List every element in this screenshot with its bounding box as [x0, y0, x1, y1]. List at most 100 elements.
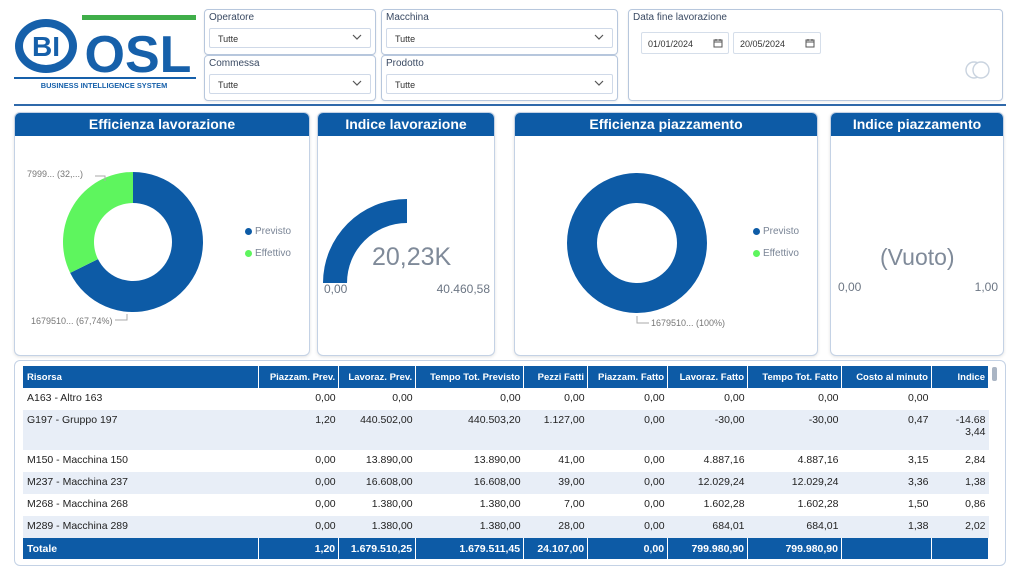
table-cell: 2,84 — [965, 454, 986, 466]
table-total-row: Totale 1,20 1.679.510,25 1.679.511,45 24.107… — [23, 538, 990, 559]
leader-line — [95, 175, 106, 181]
chevron-down-icon — [594, 34, 604, 40]
donut-slice-effettivo[interactable] — [63, 172, 133, 273]
table-cell: 13.890,00 — [365, 454, 413, 466]
start-date-value: 01/01/2024 — [648, 39, 694, 49]
data-label-previsto: 1679510... (67,74%) — [31, 316, 113, 326]
filter-data-fine-lavorazione: Data fine lavorazione 01/01/2024 20/05/2… — [628, 9, 1003, 101]
legend-label: Effettivo — [763, 248, 799, 259]
table-cell: A163 - Altro 163 — [27, 392, 103, 404]
table-cell: 0,47 — [841, 410, 932, 450]
table-cell: 1.602,28 — [797, 498, 839, 510]
legend-item-effettivo[interactable]: Effettivo — [245, 248, 291, 259]
donut-slice-previsto[interactable] — [567, 173, 707, 313]
table-cell: -30,00 — [747, 410, 842, 450]
table-cell: 0,00 — [644, 392, 665, 404]
end-date-value: 20/05/2024 — [740, 39, 786, 49]
table-cell: 39,00 — [523, 472, 588, 494]
column-header[interactable]: Tempo Tot. Previsto — [415, 366, 525, 388]
scrollbar[interactable] — [992, 367, 997, 381]
table-cell: 1.602,28 — [703, 498, 745, 510]
legend-dot — [245, 250, 252, 257]
column-header[interactable]: Risorsa — [23, 366, 260, 388]
end-date-input[interactable]: 20/05/2024 — [733, 32, 821, 54]
legend-item-previsto[interactable]: Previsto — [753, 226, 799, 237]
indice-lavorazione-gauge — [323, 199, 407, 283]
column-header[interactable]: Tempo Tot. Fatto — [747, 366, 842, 388]
risorse-table-panel: Risorsa Piazzam. Prev. Lavoraz. Prev. Tempo… — [14, 360, 1006, 566]
table-cell: 1,38 — [931, 472, 989, 494]
table-cell: 0,00 — [587, 516, 668, 538]
table-cell: 41,00 — [558, 454, 585, 466]
card-efficienza-lavorazione: Efficienza lavorazione 7999... (32,...) … — [14, 112, 310, 356]
start-date-input[interactable]: 01/01/2024 — [641, 32, 729, 54]
table-cell: 16.608,00 — [338, 472, 416, 494]
total-cell: 1.679.511,45 — [415, 538, 525, 559]
column-header[interactable]: Piazzam. Fatto — [587, 366, 669, 388]
gauge-min: 0,00 — [838, 280, 862, 294]
prodotto-dropdown[interactable]: Tutte — [386, 74, 613, 94]
table-cell: 440.503,20 — [415, 410, 524, 450]
table-cell: M289 - Macchina 289 — [23, 516, 259, 538]
filter-prodotto-label: Prodotto — [386, 58, 424, 69]
donut-slice-previsto[interactable] — [70, 172, 203, 312]
column-header[interactable]: Indice — [931, 366, 990, 388]
column-header[interactable]: Lavoraz. Prev. — [338, 366, 417, 388]
gauge-value: (Vuoto) — [880, 244, 955, 270]
table-row[interactable]: M289 - Macchina 289 0,00 1.380,00 1.380,00 2… — [23, 516, 989, 538]
table-cell: 0,00 — [564, 392, 585, 404]
leader-line — [115, 314, 128, 321]
table-row[interactable]: M150 - Macchina 150 0,00 13.890,00 13.890,0… — [23, 450, 989, 472]
gauge-min: 0,00 — [324, 282, 348, 296]
table-cell: 13.890,00 — [473, 454, 521, 466]
legend-item-effettivo[interactable]: Effettivo — [753, 248, 799, 259]
filter-data-label: Data fine lavorazione — [633, 12, 727, 23]
table-cell: 0,00 — [392, 392, 413, 404]
table-cell: 1,50 — [908, 498, 929, 510]
macchina-dropdown[interactable]: Tutte — [386, 28, 613, 48]
legend-dot — [753, 250, 760, 257]
table-cell: 3,15 — [908, 454, 929, 466]
total-cell — [931, 538, 990, 559]
table-row[interactable]: M237 - Macchina 237 0,00 16.608,00 16.608,0… — [23, 472, 989, 494]
logo-bi-text: BI — [32, 31, 60, 62]
risorse-table: Risorsa Piazzam. Prev. Lavoraz. Prev. Tempo… — [23, 366, 990, 559]
table-cell: M268 - Macchina 268 — [27, 498, 128, 510]
column-header[interactable]: Piazzam. Prev. — [258, 366, 340, 388]
table-row[interactable]: A163 - Altro 163 0,00 0,00 0,00 0,00 0,00 0,00… — [23, 388, 989, 410]
total-cell: 24.107,00 — [523, 538, 589, 559]
table-cell: 0,00 — [818, 392, 839, 404]
table-cell: 12.029,24 — [667, 472, 748, 494]
leader-line — [636, 316, 649, 324]
operatore-dropdown[interactable]: Tutte — [209, 28, 371, 48]
filter-operatore-label: Operatore — [209, 12, 255, 23]
table-cell: M150 - Macchina 150 — [27, 454, 128, 466]
total-cell: 799.980,90 — [667, 538, 749, 559]
table-cell: 0,00 — [644, 498, 665, 510]
table-row[interactable]: G197 - Gruppo 197 1,20 440.502,00 440.503,2… — [23, 410, 989, 450]
legend-item-previsto[interactable]: Previsto — [245, 226, 291, 237]
filter-commessa: Commessa Tutte — [204, 55, 376, 101]
table-cell: -30,00 — [667, 410, 748, 450]
table-cell: 4.887,16 — [703, 454, 745, 466]
date-range-toggle[interactable] — [964, 60, 992, 80]
calendar-icon[interactable] — [713, 38, 723, 48]
table-cell: 1.380,00 — [479, 498, 521, 510]
column-header[interactable]: Pezzi Fatti — [523, 366, 589, 388]
calendar-icon[interactable] — [805, 38, 815, 48]
gauge-max: 1,00 — [974, 280, 998, 294]
card-title: Efficienza piazzamento — [515, 113, 817, 136]
column-header[interactable]: Costo al minuto — [841, 366, 932, 388]
table-cell: 3,36 — [841, 472, 932, 494]
table-cell: G197 - Gruppo 197 — [23, 410, 259, 450]
table-cell: 0,00 — [315, 392, 336, 404]
column-header[interactable]: Lavoraz. Fatto — [667, 366, 749, 388]
commessa-dropdown[interactable]: Tutte — [209, 74, 371, 94]
gauge-value: 20,23K — [372, 243, 452, 271]
table-row[interactable]: M268 - Macchina 268 0,00 1.380,00 1.380,00 7… — [23, 494, 989, 516]
gauge-fill[interactable] — [323, 199, 407, 283]
table-cell: 7,00 — [564, 498, 585, 510]
legend-dot — [753, 228, 760, 235]
table-cell: 0,00 — [315, 454, 336, 466]
efficienza-lavorazione-donut — [63, 172, 203, 321]
